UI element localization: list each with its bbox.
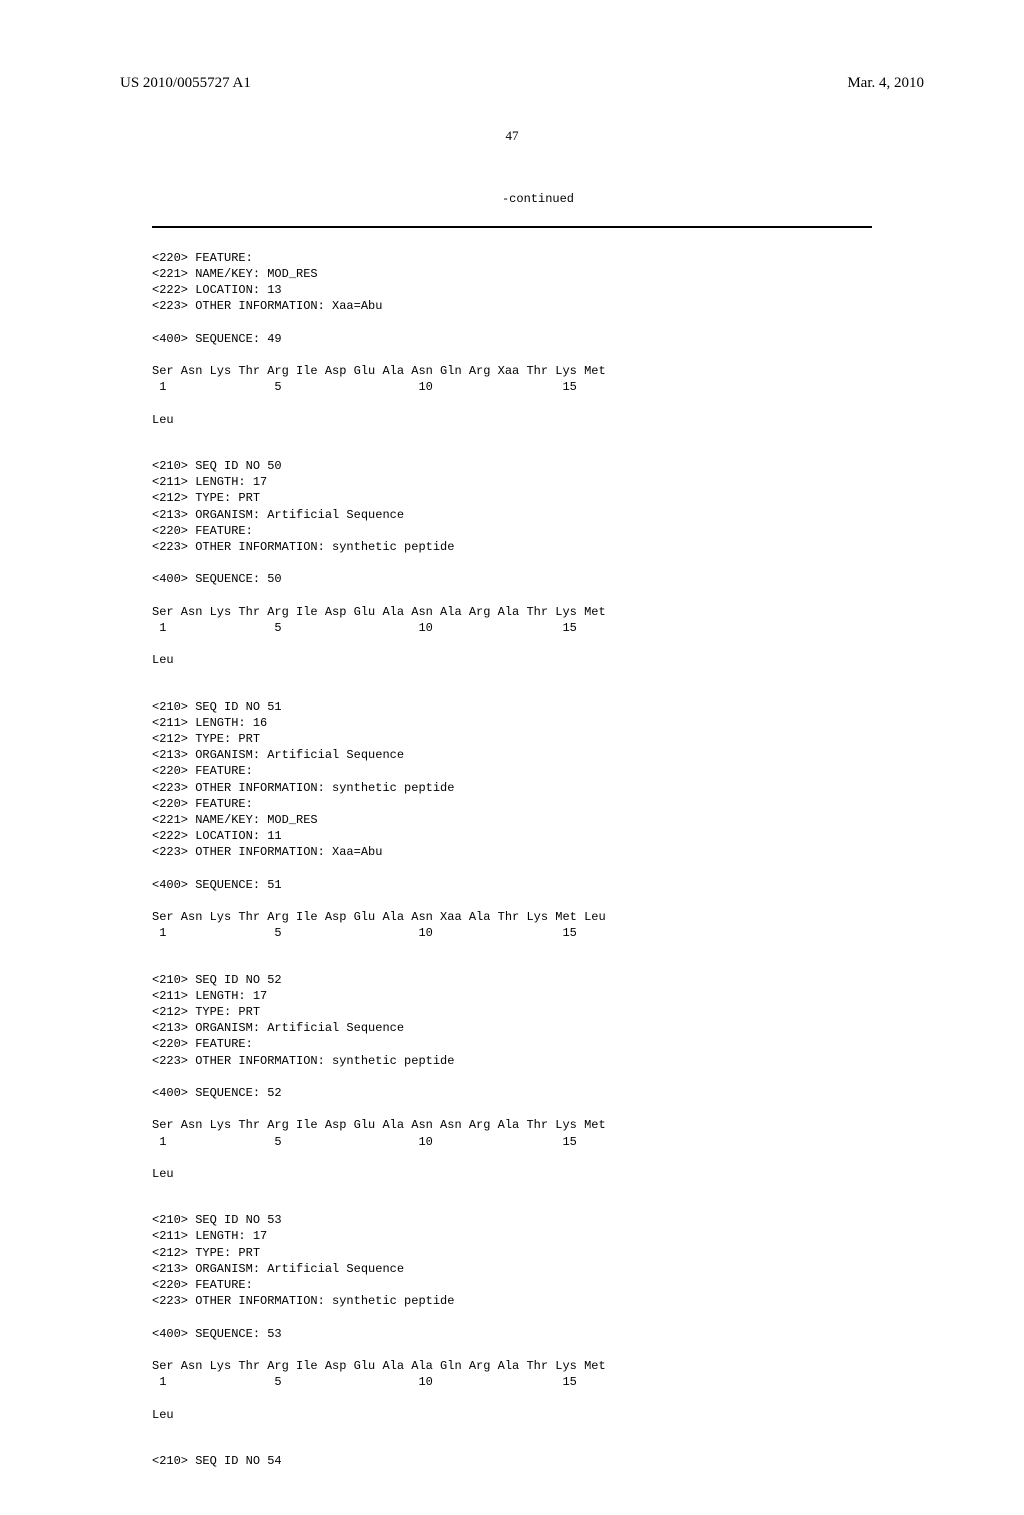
sequence-listing: -continued <220> FEATURE: <221> NAME/KEY… (152, 175, 924, 1515)
sequence-block: <210> SEQ ID NO 54 (152, 1453, 924, 1469)
publication-number: US 2010/0055727 A1 (120, 75, 251, 92)
page-header: US 2010/0055727 A1 Mar. 4, 2010 (0, 75, 1024, 92)
sequence-block: <210> SEQ ID NO 53 <211> LENGTH: 17 <212… (152, 1212, 924, 1422)
sequence-block: <210> SEQ ID NO 50 <211> LENGTH: 17 <212… (152, 458, 924, 668)
publication-date: Mar. 4, 2010 (847, 75, 924, 92)
divider-line (152, 226, 872, 228)
page-number: 47 (0, 128, 1024, 144)
sequence-block: <210> SEQ ID NO 51 <211> LENGTH: 16 <212… (152, 699, 924, 942)
continued-label: -continued (152, 191, 924, 209)
sequence-block: <210> SEQ ID NO 52 <211> LENGTH: 17 <212… (152, 972, 924, 1182)
sequence-block: <220> FEATURE: <221> NAME/KEY: MOD_RES <… (152, 250, 924, 428)
sequence-blocks: <220> FEATURE: <221> NAME/KEY: MOD_RES <… (152, 250, 924, 1500)
